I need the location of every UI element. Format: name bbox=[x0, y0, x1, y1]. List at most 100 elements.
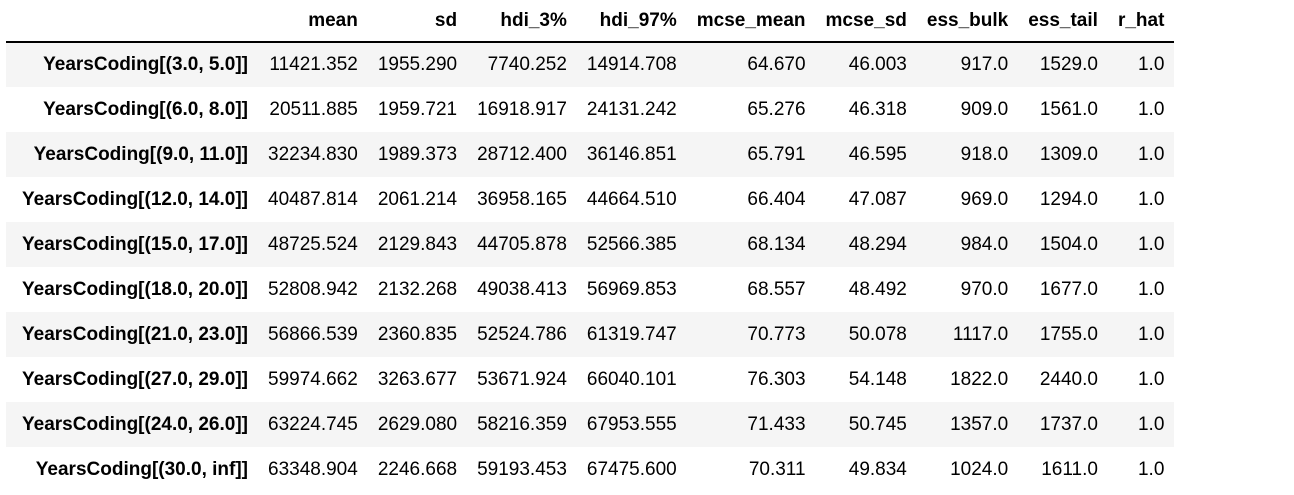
table-cell: 59193.453 bbox=[477, 458, 567, 480]
table-cell: 28712.400 bbox=[477, 143, 567, 165]
table-cell: 52524.786 bbox=[477, 323, 567, 345]
table-cell: 16918.917 bbox=[477, 98, 567, 120]
table-cell: 68.134 bbox=[747, 233, 806, 255]
table-cell: 1.0 bbox=[1137, 278, 1165, 300]
table-row: YearsCoding[(3.0, 5.0]] 11421.352 1955.290… bbox=[6, 42, 1175, 87]
column-header: r_hat bbox=[1107, 0, 1175, 43]
table-row: YearsCoding[(30.0, inf]] 63348.904 2246.66… bbox=[6, 447, 1175, 492]
table-cell: 58216.359 bbox=[477, 413, 567, 435]
table-cell: 46.595 bbox=[848, 143, 907, 165]
table-cell: 1.0 bbox=[1137, 458, 1165, 480]
row-index-label: YearsCoding[(15.0, 17.0]] bbox=[22, 233, 248, 255]
table-cell: 46.318 bbox=[848, 98, 907, 120]
table-cell: 1.0 bbox=[1137, 233, 1165, 255]
row-index-label: YearsCoding[(27.0, 29.0]] bbox=[22, 368, 248, 390]
table-cell: 2061.214 bbox=[377, 188, 458, 210]
table-cell: 970.0 bbox=[960, 278, 1009, 300]
column-header: hdi_97% bbox=[576, 0, 687, 43]
table-cell: 36146.851 bbox=[586, 143, 677, 165]
table-cell: 1822.0 bbox=[950, 368, 1009, 390]
table-cell: 48.294 bbox=[848, 233, 907, 255]
table-cell: 46.003 bbox=[848, 54, 907, 75]
table-cell: 984.0 bbox=[960, 233, 1009, 255]
table-cell: 2440.0 bbox=[1039, 368, 1098, 390]
table-cell: 918.0 bbox=[960, 143, 1009, 165]
column-header: sd bbox=[367, 0, 468, 43]
row-index-label: YearsCoding[(6.0, 8.0]] bbox=[43, 98, 248, 120]
table-cell: 64.670 bbox=[747, 54, 806, 75]
table-row: YearsCoding[(18.0, 20.0]] 52808.942 2132.2… bbox=[6, 267, 1175, 312]
table-row: YearsCoding[(9.0, 11.0]] 32234.830 1989.37… bbox=[6, 132, 1175, 177]
table-cell: 2360.835 bbox=[377, 323, 458, 345]
table-cell: 67475.600 bbox=[586, 458, 677, 480]
row-index-label: YearsCoding[(18.0, 20.0]] bbox=[22, 278, 248, 300]
table-cell: 47.087 bbox=[848, 188, 907, 210]
table-cell: 49.834 bbox=[848, 458, 907, 480]
table-cell: 1.0 bbox=[1137, 143, 1165, 165]
table-cell: 2246.668 bbox=[377, 458, 458, 480]
table-cell: 52566.385 bbox=[586, 233, 677, 255]
column-header: mcse_sd bbox=[815, 0, 917, 43]
table-cell: 1.0 bbox=[1137, 98, 1165, 120]
table-row: YearsCoding[(12.0, 14.0]] 40487.814 2061.2… bbox=[6, 177, 1175, 222]
table-cell: 3263.677 bbox=[377, 368, 458, 390]
table-cell: 7740.252 bbox=[487, 54, 567, 75]
table-cell: 1.0 bbox=[1137, 323, 1165, 345]
table-cell: 1529.0 bbox=[1039, 54, 1098, 75]
table-cell: 24131.242 bbox=[586, 98, 677, 120]
column-header: mean bbox=[258, 0, 368, 43]
table-cell: 1294.0 bbox=[1039, 188, 1098, 210]
table-cell: 1989.373 bbox=[377, 143, 458, 165]
table-cell: 1561.0 bbox=[1039, 98, 1098, 120]
table-cell: 48.492 bbox=[848, 278, 907, 300]
table-cell: 969.0 bbox=[960, 188, 1009, 210]
column-header: ess_bulk bbox=[916, 0, 1019, 43]
header-row: mean sd hdi_3% hdi_97% mcse_mean mcse_sd… bbox=[6, 0, 1175, 43]
table-cell: 909.0 bbox=[960, 98, 1009, 120]
table-cell: 11421.352 bbox=[269, 54, 358, 75]
row-index-label: YearsCoding[(12.0, 14.0]] bbox=[22, 188, 248, 210]
table-cell: 1.0 bbox=[1137, 368, 1165, 390]
table-cell: 14914.708 bbox=[586, 54, 677, 75]
table-cell: 917.0 bbox=[960, 54, 1009, 75]
row-index-label: YearsCoding[(30.0, inf]] bbox=[35, 458, 248, 480]
table-cell: 68.557 bbox=[747, 278, 806, 300]
table-cell: 56866.539 bbox=[268, 323, 358, 345]
summary-table: mean sd hdi_3% hdi_97% mcse_mean mcse_sd… bbox=[6, 0, 1175, 492]
table-cell: 1.0 bbox=[1137, 54, 1165, 75]
table-cell: 1309.0 bbox=[1039, 143, 1098, 165]
table-cell: 1357.0 bbox=[950, 413, 1009, 435]
table-cell: 44705.878 bbox=[477, 233, 567, 255]
row-index-label: YearsCoding[(3.0, 5.0]] bbox=[43, 54, 248, 75]
column-header: mcse_mean bbox=[686, 0, 816, 43]
table-cell: 40487.814 bbox=[268, 188, 358, 210]
table-cell: 66040.101 bbox=[586, 368, 677, 390]
table-cell: 50.078 bbox=[848, 323, 907, 345]
column-header: ess_tail bbox=[1018, 0, 1108, 43]
table-cell: 1.0 bbox=[1137, 188, 1165, 210]
table-cell: 63348.904 bbox=[268, 458, 358, 480]
table-cell: 1024.0 bbox=[950, 458, 1009, 480]
table-cell: 67953.555 bbox=[586, 413, 677, 435]
table-cell: 1955.290 bbox=[377, 54, 458, 75]
table-cell: 1755.0 bbox=[1039, 323, 1098, 345]
table-cell: 70.773 bbox=[747, 323, 806, 345]
column-header: hdi_3% bbox=[467, 0, 577, 43]
table-cell: 56969.853 bbox=[586, 278, 677, 300]
table-row: YearsCoding[(21.0, 23.0]] 56866.539 2360.8… bbox=[6, 312, 1175, 357]
table-cell: 1677.0 bbox=[1039, 278, 1098, 300]
table-cell: 76.303 bbox=[747, 368, 806, 390]
table-cell: 70.311 bbox=[748, 458, 806, 480]
table-cell: 1.0 bbox=[1137, 413, 1165, 435]
table-cell: 1504.0 bbox=[1039, 233, 1098, 255]
table-cell: 1117.0 bbox=[952, 323, 1009, 345]
table-cell: 2129.843 bbox=[377, 233, 458, 255]
row-index-label: YearsCoding[(9.0, 11.0]] bbox=[33, 143, 248, 165]
table-cell: 59974.662 bbox=[268, 368, 358, 390]
row-index-label: YearsCoding[(21.0, 23.0]] bbox=[22, 323, 248, 345]
table-cell: 44664.510 bbox=[586, 188, 677, 210]
table-header: mean sd hdi_3% hdi_97% mcse_mean mcse_sd… bbox=[6, 0, 1175, 43]
index-header bbox=[6, 0, 258, 43]
table-row: YearsCoding[(24.0, 26.0]] 63224.745 2629.0… bbox=[6, 402, 1175, 447]
